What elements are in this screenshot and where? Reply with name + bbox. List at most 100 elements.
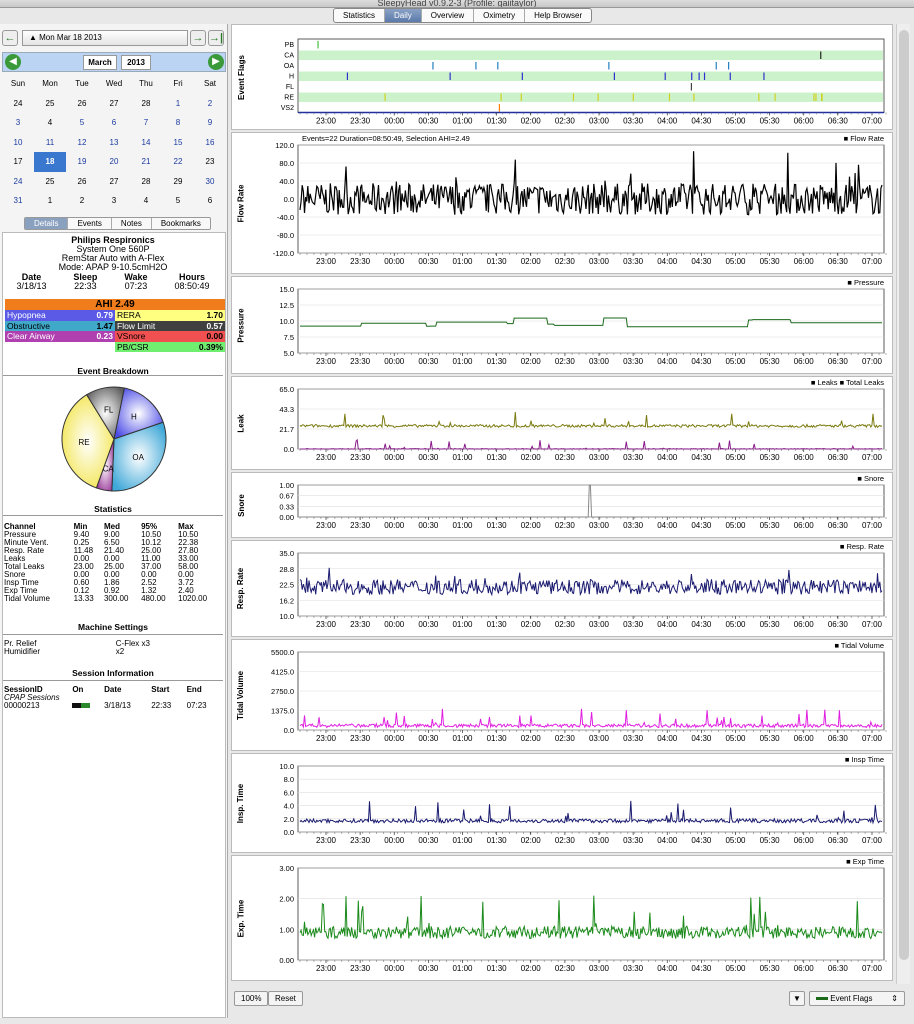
tab-statistics[interactable]: Statistics [334, 9, 386, 22]
calendar-day[interactable]: 4 [143, 196, 149, 205]
reset-button[interactable]: Reset [268, 991, 303, 1006]
table-cell: 2.40 [178, 586, 194, 595]
calendar-day[interactable]: 3 [111, 196, 117, 205]
graph-plot[interactable]: 10.0 8.0 6.0 4.0 2.0 0.0 ■ Insp Time 23:00 23:30… [232, 754, 894, 854]
graph-plot[interactable]: 120.0 80.0 40.0 0.0 -40.0 -80.0 -120.0 ■ Flow R… [232, 133, 894, 275]
graph-plot[interactable]: 65.0 43.3 21.7 0.0 ■ Leaks ■ Total Leaks 23:0… [232, 377, 894, 471]
tab-oximetry[interactable]: Oximetry [474, 9, 526, 22]
graph-area: Event Flags PB CA OA H FL RE VS2 23:00 23:30 00:00… [231, 24, 893, 984]
table-cell: 0.00 [141, 570, 157, 579]
graph-plot[interactable]: 1.00 0.670.33 0.00 ■ Snore 23:00 23:30 00:00 00… [232, 473, 894, 539]
calendar-day[interactable]: 27 [109, 176, 119, 186]
calendar-day[interactable]: 29 [173, 176, 183, 186]
calendar-day[interactable]: 6 [207, 196, 213, 205]
tab-daily[interactable]: Daily [385, 9, 422, 22]
calendar-day[interactable]: 7 [143, 118, 149, 127]
insp-timegraph[interactable]: Insp. Time 10.0 8.0 6.0 4.0 2.0 0.0 ■ Insp Time… [231, 753, 893, 853]
calendar-day[interactable]: 4 [47, 118, 53, 127]
calendar-day[interactable]: 26 [77, 98, 87, 108]
graph-scrollbar[interactable] [896, 24, 910, 984]
table-cell: 23.00 [73, 562, 94, 571]
y-tick-label: 12.5 [279, 301, 294, 310]
zoom-100-button[interactable]: 100% [234, 991, 269, 1006]
session-row[interactable]: 00000213 3/18/13 22:33 07:23 [4, 702, 222, 710]
calendar-day[interactable]: 16 [205, 137, 215, 147]
summary-value: 22:33 [74, 281, 97, 291]
calendar-day[interactable]: 24 [13, 98, 23, 108]
calendar-day[interactable]: 24 [13, 176, 23, 186]
calendar-day[interactable]: 23 [205, 157, 215, 166]
leakgraph[interactable]: Leak 65.0 43.3 21.7 0.0 ■ Leaks ■ Total Leaks… [231, 376, 893, 470]
last-day-button[interactable]: →| [208, 30, 224, 46]
session-enabled-icon[interactable] [72, 703, 91, 708]
session-cell: 22:33 [151, 701, 172, 710]
calendar-day[interactable]: 28 [141, 176, 151, 186]
ahi-value: 0.39% [198, 341, 223, 352]
tab-events[interactable]: Events [68, 218, 112, 229]
resp-rategraph[interactable]: Resp. Rate 35.0 28.8 22.5 16.2 10.0 ■ Resp. Ra… [231, 540, 893, 637]
calendar-day[interactable]: 30 [205, 176, 215, 186]
weekday-label: Sun [10, 79, 26, 88]
previous-month-button[interactable]: ◀ [5, 54, 21, 70]
calendar-day[interactable]: 18 [34, 152, 66, 172]
calendar-day[interactable]: 25 [45, 176, 55, 186]
next-day-button[interactable]: → [190, 30, 206, 46]
pie-slice-label: OA [132, 453, 144, 462]
month-select[interactable]: March [83, 55, 117, 70]
calendar-day[interactable]: 26 [77, 176, 87, 186]
previous-day-button[interactable]: ← [2, 30, 18, 46]
calendar-day[interactable]: 28 [141, 98, 151, 108]
tidal-volumegraph[interactable]: Tidal Volume 5500.0 4125.0 2750.0 1375.0 0.0 ■… [231, 639, 893, 751]
dropdown-toggle-button[interactable]: ▼ [789, 991, 805, 1006]
graph-plot[interactable]: 35.0 28.8 22.5 16.2 10.0 ■ Resp. Rate 23:00 23:… [232, 541, 894, 638]
machine-mode: Mode: APAP 9-10.5cmH2O [58, 262, 168, 272]
calendar-day[interactable]: 13 [109, 137, 119, 147]
calendar-day[interactable]: 2 [207, 98, 213, 108]
calendar-day[interactable]: 27 [109, 98, 119, 108]
year-select[interactable]: 2013 [121, 55, 151, 70]
calendar-day[interactable]: 2 [79, 196, 85, 205]
exp-timegraph[interactable]: Exp. Time 3.00 2.00 1.00 0.00 ■ Exp Time 23:00… [231, 855, 893, 981]
calendar-day[interactable]: 12 [77, 137, 87, 147]
tab-help-browser[interactable]: Help Browser [534, 11, 583, 20]
graph-plot[interactable]: 15.0 12.5 10.0 7.5 5.0 ■ Pressure 23:00 23:30 00… [232, 277, 894, 375]
graph-plot[interactable]: 5500.0 4125.0 2750.0 1375.0 0.0 ■ Tidal Volum… [232, 640, 894, 752]
calendar-day[interactable]: 31 [13, 196, 23, 205]
calendar-day[interactable]: 3 [15, 118, 21, 127]
next-month-button[interactable]: ▶ [208, 54, 224, 70]
flow-rategraph[interactable]: Flow Rate 120.0 80.0 40.0 0.0 -40.0 -80.0 -120.… [231, 132, 893, 274]
calendar-day[interactable]: 1 [175, 98, 181, 108]
calendar-day[interactable]: 19 [77, 157, 87, 166]
time-tick-label: 23:30 [350, 357, 371, 366]
calendar-day[interactable]: 1 [47, 196, 53, 205]
event-flags-plot[interactable]: PB CA OA H FL RE VS2 23:00 23:30 00:00 00:30 01:00 0… [232, 25, 894, 131]
calendar-day[interactable]: 5 [175, 196, 181, 205]
pressuregraph[interactable]: Pressure 15.0 12.5 10.0 7.5 5.0 ■ Pressure 23:0… [231, 276, 893, 374]
calendar-day[interactable]: 9 [207, 118, 213, 127]
table-cell: 0.25 [73, 538, 90, 547]
tab-details[interactable]: Details [25, 218, 69, 229]
date-picker-field[interactable]: ▲ Mon Mar 18 2013 [22, 30, 188, 46]
calendar-day[interactable]: 21 [141, 157, 151, 166]
calendar-day[interactable]: 6 [111, 118, 117, 127]
calendar-day[interactable]: 10 [13, 137, 23, 147]
snoregraph[interactable]: Snore 1.00 0.67 0.33 0.00 ■ Snore 23:00 23:30 00… [231, 472, 893, 538]
time-tick-label: 02:30 [555, 836, 576, 845]
calendar-day[interactable]: 22 [173, 157, 183, 166]
tab-bookmarks[interactable]: Bookmarks [160, 219, 201, 228]
event-flags-graph[interactable]: Event Flags PB CA OA H FL RE VS2 23:00 23:30 00:00… [231, 24, 893, 130]
y-tick-label: 0.0 [284, 445, 294, 454]
graph-select-dropdown[interactable]: Event Flags ⇕ [809, 991, 905, 1006]
calendar-day[interactable]: 25 [45, 98, 55, 108]
calendar-day[interactable]: 14 [141, 137, 151, 147]
calendar-day[interactable]: 11 [45, 137, 55, 147]
calendar-day[interactable]: 17 [13, 157, 23, 166]
scrollbar-thumb[interactable] [899, 30, 909, 960]
calendar-day[interactable]: 20 [109, 157, 119, 166]
calendar-day[interactable]: 8 [175, 118, 181, 127]
calendar-day[interactable]: 15 [173, 137, 183, 147]
tab-overview[interactable]: Overview [422, 9, 475, 22]
graph-plot[interactable]: 3.00 2.00 1.00 0.00 ■ Exp Time 23:00 23:30 00:0… [232, 856, 894, 982]
tab-notes[interactable]: Notes [112, 218, 152, 229]
calendar-day[interactable]: 5 [79, 118, 85, 127]
